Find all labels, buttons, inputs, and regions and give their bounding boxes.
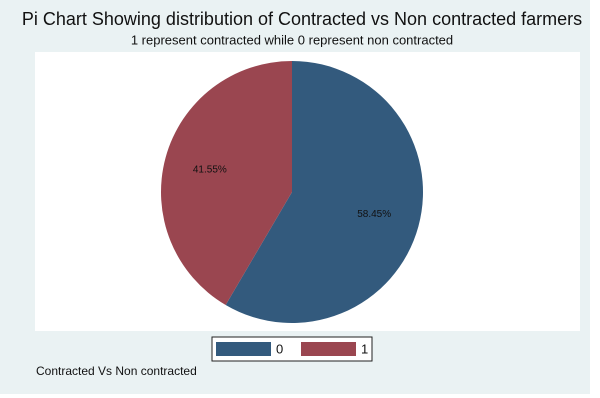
- pie-slice: [160, 61, 292, 305]
- note: Contracted Vs Non contracted: [36, 364, 197, 378]
- legend-label: 0: [276, 341, 283, 356]
- slice-label: 58.45%: [357, 209, 391, 220]
- legend-swatch: [216, 342, 271, 356]
- pie-slice: [225, 61, 423, 323]
- legend-swatch: [301, 342, 356, 356]
- chart-title: Pi Chart Showing distribution of Contrac…: [22, 9, 582, 29]
- legend-label: 1: [361, 341, 368, 356]
- chart-subtitle: 1 represent contracted while 0 represent…: [131, 32, 453, 47]
- slice-label: 41.55%: [193, 164, 227, 175]
